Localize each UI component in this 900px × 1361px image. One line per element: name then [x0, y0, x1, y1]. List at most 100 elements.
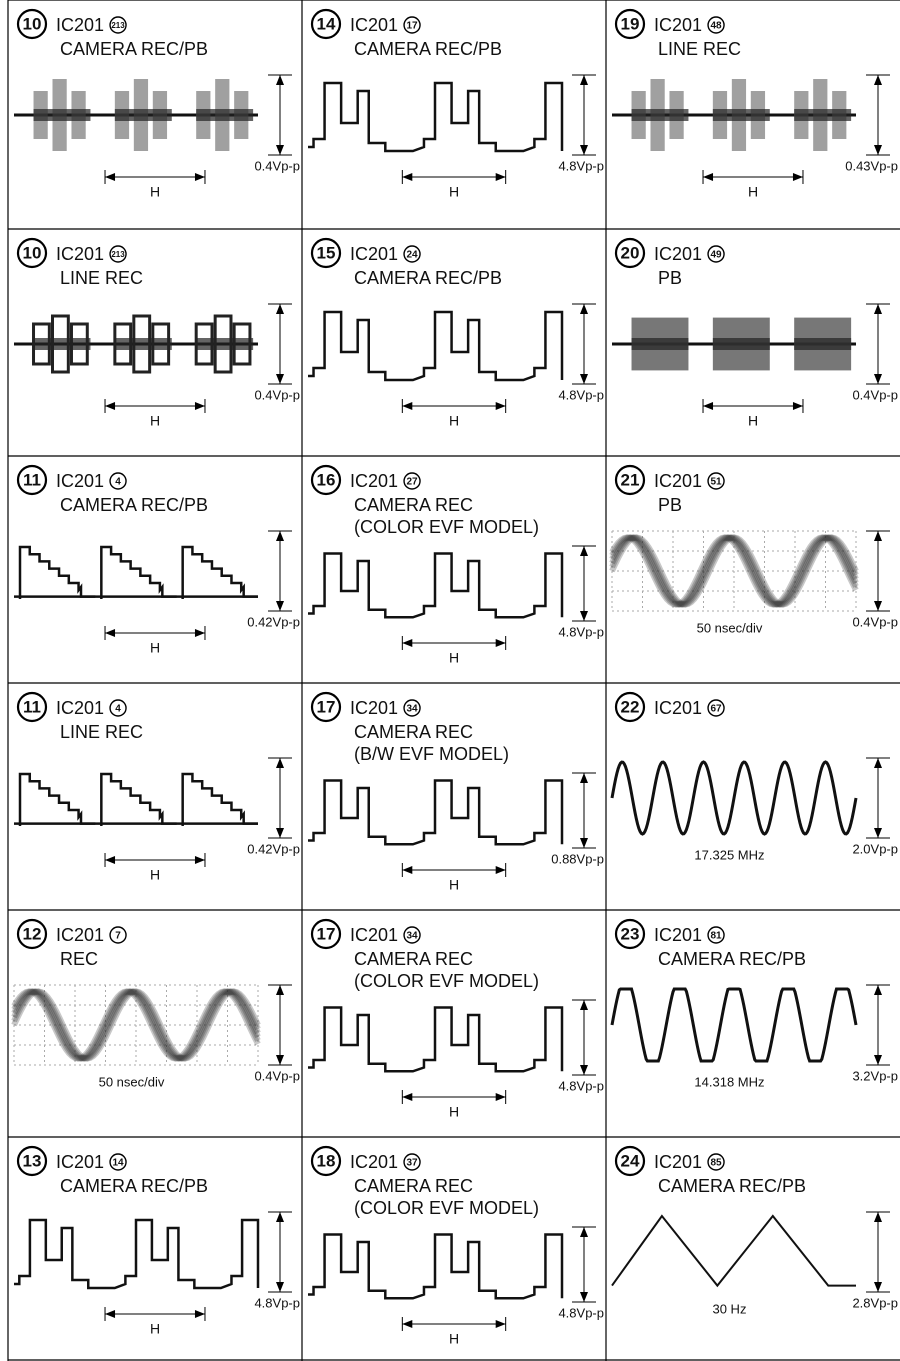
mode-label: CAMERA REC	[354, 495, 473, 515]
waveform	[11, 984, 261, 1066]
scale-label: 50 nsec/div	[697, 620, 763, 635]
mode-label: CAMERA REC/PB	[354, 39, 502, 59]
wave-burst-core	[712, 109, 770, 121]
ic-name: IC201	[654, 15, 702, 35]
step-circle	[310, 237, 342, 269]
waveform	[611, 1214, 856, 1288]
wave-line	[308, 1006, 564, 1073]
pin-circle	[109, 926, 127, 944]
arrow-head	[874, 374, 882, 384]
h-label: H	[150, 184, 160, 200]
amplitude-label: 0.4Vp-p	[852, 387, 898, 402]
step-circle	[16, 237, 48, 269]
pin-circle	[707, 245, 725, 263]
waveform	[14, 314, 258, 374]
mode-label: PB	[658, 495, 682, 515]
scale-label: 50 nsec/div	[99, 1074, 165, 1089]
ic-name: IC201	[350, 698, 398, 718]
arrow-head	[580, 546, 588, 556]
mode-label: REC	[60, 949, 98, 969]
mode-label: CAMERA REC/PB	[658, 1176, 806, 1196]
wave-burst-core	[631, 109, 689, 121]
ic-name: IC201	[350, 925, 398, 945]
wave-line	[610, 760, 858, 836]
arrow-head	[703, 173, 714, 181]
pin-circle	[403, 472, 421, 490]
arrow-head	[194, 173, 205, 181]
h-label: H	[748, 184, 758, 200]
pin-number: 51	[710, 477, 722, 488]
waveform	[308, 552, 564, 619]
pin-number: 213	[111, 250, 125, 259]
pin-number: 81	[710, 931, 722, 942]
arrow-head	[580, 611, 588, 621]
pin-number: 213	[111, 21, 125, 30]
mode-label: CAMERA REC/PB	[60, 1176, 208, 1196]
pin-circle	[707, 16, 725, 34]
h-label: H	[150, 640, 160, 656]
arrow-head	[276, 75, 284, 85]
mode-label: PB	[658, 268, 682, 288]
amplitude-label: 0.4Vp-p	[254, 158, 300, 173]
wave-burst-core	[196, 338, 254, 350]
step-circle	[16, 918, 48, 950]
arrow-head	[402, 1320, 413, 1328]
arrow-head	[495, 1093, 506, 1101]
scale-label: 30 Hz	[712, 1301, 746, 1316]
wave-burst-core	[794, 109, 852, 121]
pin-number: 4	[115, 477, 121, 488]
h-label: H	[150, 1321, 160, 1337]
arrow-head	[105, 402, 116, 410]
step-circle	[310, 1145, 342, 1177]
pin-number: 27	[406, 477, 418, 488]
arrow-head	[580, 374, 588, 384]
mode-label: CAMERA REC	[354, 1176, 473, 1196]
arrow-head	[495, 173, 506, 181]
wave-line	[609, 534, 859, 608]
pin-circle	[403, 16, 421, 34]
amplitude-label: 0.88Vp-p	[551, 851, 604, 866]
mode-label: LINE REC	[658, 39, 741, 59]
arrow-head	[495, 639, 506, 647]
wave-line	[11, 988, 261, 1062]
wave-line	[308, 310, 564, 382]
step-number: 15	[317, 243, 336, 262]
arrow-head	[874, 145, 882, 155]
arrow-head	[276, 985, 284, 995]
ic-name: IC201	[350, 15, 398, 35]
wave-burst-core	[631, 338, 689, 350]
step-circle	[310, 8, 342, 40]
arrow-head	[874, 758, 882, 768]
pin-number: 67	[710, 704, 722, 715]
pin-circle	[109, 472, 127, 490]
scale-label: 17.325 MHz	[694, 847, 764, 862]
wave-line	[611, 1214, 856, 1288]
amplitude-label: 0.4Vp-p	[254, 387, 300, 402]
wave-line	[609, 534, 859, 608]
pin-circle	[403, 245, 421, 263]
step-number: 11	[23, 697, 41, 716]
pin-number: 37	[406, 1158, 418, 1169]
wave-burst-core	[196, 109, 254, 121]
pin-circle	[403, 1153, 421, 1171]
ic-name: IC201	[654, 925, 702, 945]
step-circle	[614, 237, 646, 269]
waveform	[308, 1233, 564, 1300]
step-number: 14	[317, 14, 336, 33]
waveform	[609, 530, 859, 612]
arrow-head	[792, 173, 803, 181]
h-label: H	[150, 867, 160, 883]
arrow-head	[276, 758, 284, 768]
step-circle	[614, 1145, 646, 1177]
ic-name: IC201	[654, 1152, 702, 1172]
arrow-head	[276, 828, 284, 838]
amplitude-label: 4.8Vp-p	[558, 624, 604, 639]
mode-label: LINE REC	[60, 722, 143, 742]
arrow-head	[580, 1000, 588, 1010]
h-label: H	[449, 1331, 459, 1347]
wave-line	[11, 988, 261, 1062]
step-circle	[614, 691, 646, 723]
ic-name: IC201	[56, 925, 104, 945]
step-circle	[310, 691, 342, 723]
ic-name: IC201	[654, 698, 702, 718]
